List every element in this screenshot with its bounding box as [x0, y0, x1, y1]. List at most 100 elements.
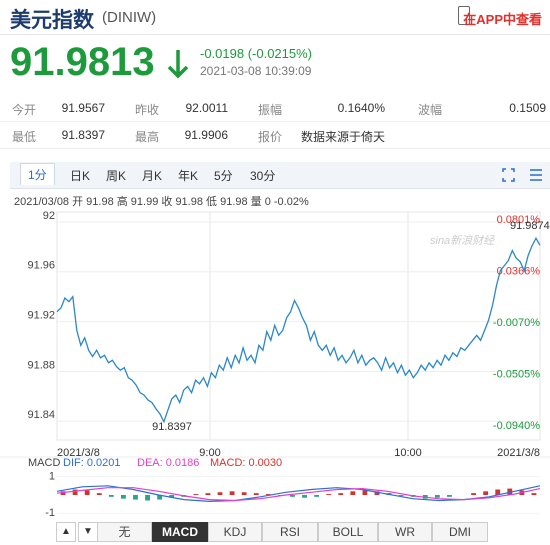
macd-bar [398, 495, 404, 496]
stat-label: 最低 [12, 130, 37, 144]
macd-bar [350, 491, 356, 495]
macd-bar [96, 493, 102, 495]
extreme-label: 91.9874 [510, 220, 550, 232]
macd-bar [434, 495, 440, 498]
y2-tick-label: -0.0505% [493, 368, 540, 380]
macd-bar [483, 491, 489, 495]
down-arrow [167, 50, 189, 79]
macd-bar [133, 495, 138, 500]
indicator-tab[interactable]: BOLL [318, 522, 378, 542]
stat-value: 92.0011 [185, 101, 229, 115]
macd-bar [374, 491, 380, 495]
indicator-tab[interactable]: DMI [432, 522, 488, 542]
y-tick-label: 92 [43, 210, 55, 222]
macd-bar [229, 491, 235, 495]
stat-label: 最高 [135, 130, 160, 144]
macd-bar [362, 490, 368, 495]
chart: sina新浪财经 92 91.96 91.92 91.88 91.84 0.0801% 0.0… [0, 210, 550, 518]
macd-bar [326, 494, 332, 495]
bar-info: 2021/03/08 开 91.98 高 91.99 收 91.98 低 91.… [14, 196, 309, 208]
indicator-tab[interactable]: KDJ [208, 522, 262, 542]
macd-bar [471, 493, 477, 495]
period-tab[interactable]: 年K [178, 169, 199, 183]
plot-frame [56, 211, 541, 441]
period-tab[interactable]: 周K [106, 169, 127, 183]
y2-tick-label: -0.0070% [493, 317, 540, 329]
macd-bar [193, 494, 199, 495]
indicator-line [56, 487, 541, 502]
macd-bar [157, 495, 163, 500]
macd-bar [169, 495, 175, 498]
period-tab[interactable]: 日K [70, 169, 91, 183]
stat-label: 报价 [258, 130, 283, 144]
indicator-tab[interactable]: RSI [262, 522, 318, 542]
legend-entry: DEA: 0.0186 [137, 457, 199, 469]
y-tick-label: 91.88 [27, 359, 55, 371]
stat-value: 数据来源于倚天 [300, 130, 385, 144]
y2-tick-label: 0.0801% [497, 214, 541, 226]
macd-bar [338, 493, 344, 495]
x-tick-label: 2021/3/8 [497, 447, 540, 459]
toolbar-icons[interactable] [500, 166, 546, 184]
y2-tick-label: -0.0940% [493, 420, 540, 432]
period-tab[interactable]: 1分 [20, 163, 55, 185]
y-tick-label: 91.84 [27, 409, 55, 421]
stat-value: 91.8397 [61, 128, 105, 142]
stat-label: 振幅 [258, 103, 283, 117]
x-tick-label: 9:00 [199, 447, 220, 459]
macd-bar [302, 495, 307, 498]
indicator-tab[interactable]: MACD [152, 522, 208, 542]
row-divider [0, 121, 550, 122]
macd-bar [241, 492, 247, 495]
macd-bar [84, 490, 90, 495]
watermark: sina新浪财经 [430, 234, 495, 247]
title: 美元指数 [10, 9, 94, 32]
stat-value: 0.1509 [509, 101, 546, 115]
macd-bar [531, 493, 537, 495]
y-tick-label: 91.92 [27, 310, 55, 322]
symbol-code: (DINIW) [102, 9, 157, 26]
app-link[interactable]: 在APP中查看 [463, 12, 542, 27]
macd-bar [108, 495, 114, 497]
y-tick-label: -1 [45, 507, 55, 518]
extreme-label: 91.8397 [152, 421, 192, 433]
macd-title: MACD [28, 457, 60, 469]
indicator-bar: ▲ ▼ 无 MACD KDJ RSI BOLL WR DMI [0, 518, 550, 545]
stat-label: 昨收 [135, 103, 160, 117]
macd-bar [495, 489, 501, 495]
period-tab[interactable]: 月K [142, 169, 163, 183]
macd-bar [265, 494, 271, 495]
x-tick-label: 2021/3/8 [57, 447, 100, 459]
indicator-tab[interactable]: WR [378, 522, 432, 542]
divider [0, 34, 550, 35]
stat-label: 波幅 [418, 103, 443, 117]
y-tick-label: 1 [49, 471, 55, 483]
change: -0.0198 (-0.0215%) [200, 46, 313, 61]
macd-bar [290, 495, 295, 497]
nav-button[interactable]: ▼ [78, 522, 98, 542]
stat-value: 91.9906 [184, 128, 228, 142]
legend-entry: DIF: 0.0201 [63, 457, 120, 469]
phone-icon [458, 6, 470, 25]
indicator-tab[interactable]: 无 [97, 522, 152, 542]
nav-button[interactable]: ▲ [56, 522, 76, 542]
stat-value: 0.1640% [337, 101, 385, 115]
quote-time: 2021-03-08 10:39:09 [200, 64, 312, 78]
row-divider [0, 148, 550, 149]
macd-bar [120, 495, 126, 499]
macd-bar [314, 495, 320, 497]
macd-bar [72, 489, 78, 495]
stat-value: 91.9567 [61, 101, 105, 115]
period-tabs: 1分 日K 周K 月K 年K 5分 30分 [10, 162, 550, 189]
macd-bar [145, 495, 150, 501]
y2-tick-label: 0.0366% [497, 265, 541, 277]
macd-bar [217, 492, 223, 495]
macd-bar [205, 493, 211, 495]
y-tick-label: 91.96 [27, 260, 55, 272]
period-tab[interactable]: 30分 [250, 169, 276, 183]
period-tab[interactable]: 5分 [214, 169, 233, 183]
macd-bar [253, 493, 259, 495]
macd-bar [447, 495, 452, 497]
legend-entry: MACD: 0.0030 [210, 457, 282, 469]
